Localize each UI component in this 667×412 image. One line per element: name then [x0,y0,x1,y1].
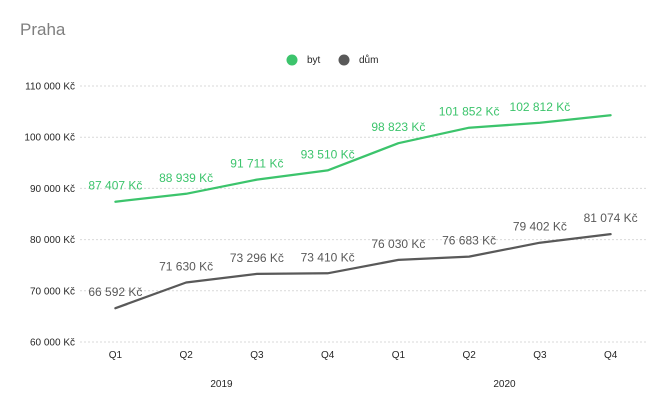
data-point [256,273,258,275]
chart-title: Praha [20,20,66,39]
data-point [468,256,470,258]
x-tick-label: Q3 [533,350,547,361]
data-label: 76 683 Kč [442,234,496,248]
data-point [114,201,116,203]
x-tick-label: Q4 [321,350,335,361]
data-point [327,272,329,274]
data-point [539,242,541,244]
y-tick-label: 100 000 Kč [24,133,75,144]
data-label: 73 296 Kč [230,251,284,265]
series-line-dům [114,232,612,310]
legend-label: dům [359,54,378,66]
data-label: 71 630 Kč [159,259,213,273]
data-label: 98 823 Kč [371,120,425,134]
legend-marker [286,54,298,66]
data-point [397,142,399,144]
data-label: 73 410 Kč [301,250,355,264]
legend-label: byt [307,55,321,66]
data-label: 81 074 Kč [584,211,638,225]
y-tick-label: 110 000 Kč [25,82,75,93]
y-tick-label: 70 000 Kč [30,286,75,297]
data-label: 88 939 Kč [159,171,213,185]
x-tick-label: Q1 [109,350,123,361]
data-point [185,281,187,283]
data-point [468,127,470,129]
x-tick-label: Q2 [462,350,476,361]
legend: byt dům [286,54,378,66]
data-labels: 87 407 Kč 88 939 Kč 91 711 Kč 93 510 Kč 98 8… [88,100,637,299]
series-group [114,114,612,310]
data-label: 102 812 Kč [510,100,571,114]
y-tick-label: 90 000 Kč [30,184,75,195]
x-group-label: 2020 [493,379,516,390]
data-point [397,259,399,261]
x-axis: Q1 Q2 Q3 Q4 Q1 Q2 Q3 Q4 2019 2020 [109,350,618,390]
data-label: 66 592 Kč [88,285,142,299]
data-point [539,122,541,124]
x-tick-label: Q2 [179,350,193,361]
data-label: 79 402 Kč [513,220,567,234]
x-group-label: 2019 [210,379,233,390]
data-point [610,114,612,116]
data-point [610,233,612,235]
grid [80,85,646,343]
legend-marker [338,54,350,66]
x-tick-label: Q3 [250,350,264,361]
data-point [256,179,258,181]
data-label: 93 510 Kč [301,147,355,161]
data-label: 91 711 Kč [230,157,283,171]
data-label: 76 030 Kč [371,237,425,251]
data-label: 101 852 Kč [439,105,500,119]
data-point [185,193,187,195]
x-tick-label: Q4 [604,350,618,361]
data-point [327,169,329,171]
data-point [114,307,116,309]
series-line-byt [114,114,612,203]
y-tick-label: 80 000 Kč [30,235,75,246]
y-tick-label: 60 000 Kč [30,338,75,349]
data-label: 87 407 Kč [88,179,142,193]
x-tick-label: Q1 [392,350,406,361]
y-axis: 60 000 Kč 70 000 Kč 80 000 Kč 90 000 Kč 100 … [24,82,75,349]
